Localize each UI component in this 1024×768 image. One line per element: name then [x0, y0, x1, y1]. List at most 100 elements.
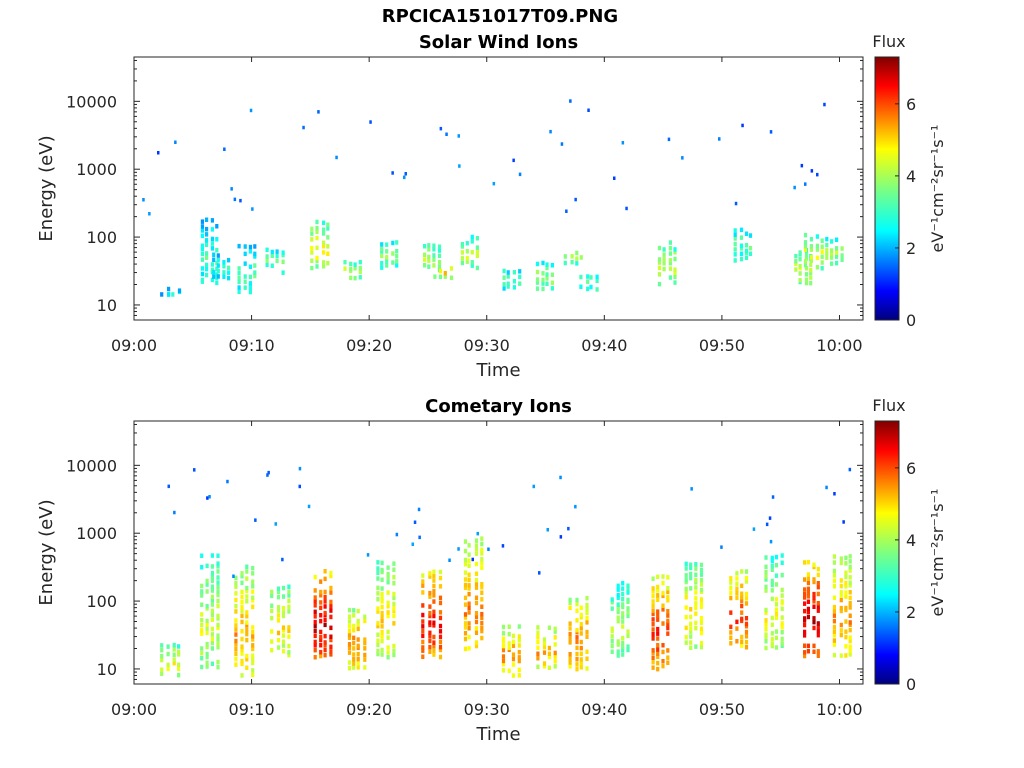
flux-cell [380, 652, 384, 657]
flux-cell [243, 261, 247, 266]
flux-cell [518, 172, 522, 177]
flux-cell [734, 201, 738, 206]
flux-cell [809, 262, 813, 267]
flux-cell [421, 583, 425, 588]
flux-cell [216, 257, 220, 263]
flux-cell [656, 626, 660, 632]
flux-cell [287, 625, 291, 630]
flux-cell [329, 585, 333, 591]
flux-cell [844, 629, 848, 634]
flux-cell [559, 535, 563, 539]
flux-cell [733, 258, 737, 263]
flux-cell [744, 596, 749, 601]
flux-cell [326, 244, 330, 249]
flux-cell [832, 554, 836, 559]
flux-cell [463, 602, 468, 607]
flux-cell [385, 242, 389, 247]
flux-cell [363, 657, 367, 662]
flux-cell [656, 617, 660, 622]
flux-cell [567, 526, 570, 531]
flux-cell [205, 255, 209, 260]
flux-cell [774, 602, 779, 607]
flux-cell [585, 603, 589, 608]
flux-cell [287, 652, 291, 658]
flux-cell [240, 605, 244, 610]
flux-cell [699, 626, 704, 631]
flux-cell [684, 605, 688, 610]
flux-cell [579, 255, 583, 260]
spectrogram-cells [160, 466, 852, 678]
flux-cell [380, 634, 384, 639]
flux-cell [501, 654, 506, 659]
flux-cell [848, 575, 852, 580]
flux-cell [621, 647, 625, 653]
flux-cell [323, 610, 327, 616]
flux-cell [651, 603, 655, 609]
flux-cell [825, 485, 828, 490]
flux-cell [816, 601, 820, 606]
flux-cell [177, 662, 181, 667]
flux-cell [240, 608, 244, 614]
flux-cell [803, 595, 807, 600]
flux-cell [432, 589, 436, 594]
flux-cell [428, 620, 432, 625]
flux-cell [803, 653, 807, 659]
flux-cell [816, 628, 820, 634]
flux-cell [253, 254, 257, 259]
flux-cell [313, 619, 317, 625]
flux-cell [804, 182, 807, 186]
flux-cell [844, 605, 848, 611]
flux-cell [474, 581, 479, 587]
flux-cell [673, 250, 677, 255]
x-tick-label: 09:30 [464, 700, 510, 719]
flux-cell [391, 251, 395, 256]
flux-cell [463, 570, 468, 575]
flux-cell [806, 649, 810, 654]
flux-cell [541, 281, 545, 286]
flux-cell [208, 495, 211, 499]
flux-cell [803, 244, 808, 249]
flux-cell [844, 619, 848, 624]
flux-cell [216, 625, 220, 631]
flux-cell [480, 625, 484, 631]
flux-cell [656, 593, 660, 598]
flux-cell [806, 594, 810, 599]
flux-cell [276, 613, 281, 618]
flux-cell [661, 580, 665, 586]
flux-cell [535, 277, 540, 282]
flux-cell [474, 619, 479, 625]
flux-cell [215, 237, 219, 242]
flux-cell [438, 647, 443, 653]
flux-cell [511, 662, 516, 667]
flux-cell [770, 563, 774, 569]
flux-cell [237, 275, 241, 281]
flux-cell [803, 247, 808, 252]
flux-cell [575, 628, 579, 633]
flux-cell [171, 292, 175, 297]
flux-cell [806, 606, 810, 612]
flux-cell [835, 250, 839, 255]
flux-cell [689, 607, 693, 612]
flux-cell [694, 620, 698, 626]
flux-cell [733, 236, 737, 241]
flux-cell [770, 596, 774, 602]
flux-cell [735, 590, 739, 596]
flux-cell [835, 237, 839, 242]
flux-cell [471, 557, 474, 562]
flux-cell [480, 597, 484, 602]
flux-cell [610, 649, 614, 654]
flux-cell [764, 639, 768, 644]
flux-cell [744, 621, 749, 627]
flux-cell [740, 643, 744, 648]
flux-cell [662, 266, 666, 272]
flux-cell [227, 275, 231, 281]
flux-cell [437, 264, 442, 269]
flux-cell [550, 280, 554, 285]
flux-cell [812, 562, 816, 568]
flux-cell [329, 649, 333, 654]
flux-cell [575, 657, 579, 662]
flux-cell [656, 584, 660, 590]
flux-cell [463, 557, 468, 563]
flux-cell [347, 619, 352, 624]
flux-cell [148, 212, 151, 216]
